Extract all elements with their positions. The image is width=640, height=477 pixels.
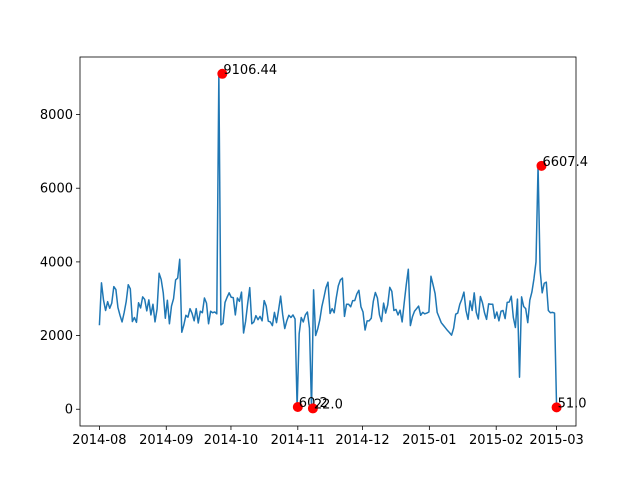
x-tick-label: 2015-03 [529,433,583,448]
x-tick-label: 2014-12 [335,433,389,448]
plot-area-frame [79,56,577,427]
x-tick-label: 2014-11 [271,433,325,448]
x-tick-label: 2015-01 [402,433,456,448]
annotation-label: 9106.44 [223,63,277,78]
annotation-label: 51.0 [558,396,587,411]
x-tick-label: 2014-09 [139,433,193,448]
annotation-point [307,403,318,414]
y-tick-label: 0 [65,403,73,418]
annotation-point [536,160,547,171]
y-tick-label: 2000 [40,329,73,344]
annotation-label: 6607.4 [542,155,588,170]
annotation-label: 22.0 [314,397,343,412]
series-layer [98,73,558,410]
axis-ticks: 2014-08 2014-09 2014-10 2014-11 2014-12 2015-… [40,108,584,448]
x-tick-label: 2014-10 [204,433,258,448]
annotation-point [217,68,228,79]
y-tick-label: 6000 [40,182,73,197]
x-tick-label: 2014-08 [72,433,126,448]
y-tick-label: 8000 [40,108,73,123]
annotation-point [551,402,562,413]
x-tick-label: 2015-02 [469,433,523,448]
y-tick-label: 4000 [40,255,73,270]
annotation-point [292,402,303,413]
series-line [98,73,558,410]
